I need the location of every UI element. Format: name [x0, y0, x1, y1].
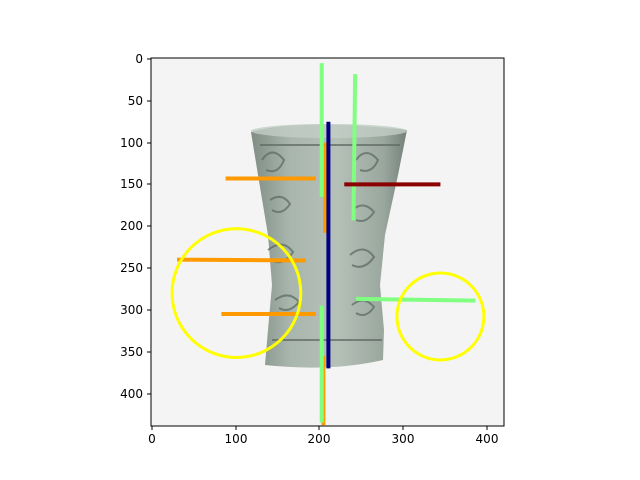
x-tick-label: 400 [476, 432, 499, 446]
y-axis: 0 50 100 150 200 250 300 350 [120, 52, 151, 401]
overlay-layer [170, 63, 486, 426]
overlay-line-orange [177, 257, 306, 263]
y-tick-label: 250 [120, 261, 143, 275]
y-tick-label: 200 [120, 219, 143, 233]
y-tick: 150 [120, 177, 151, 191]
x-tick: 200 [308, 426, 331, 446]
y-tick-label: 50 [128, 94, 143, 108]
x-tick: 100 [225, 426, 248, 446]
y-tick: 400 [120, 387, 151, 401]
overlay-line-light-green [351, 74, 358, 221]
y-tick: 50 [128, 94, 151, 108]
x-tick-label: 300 [392, 432, 415, 446]
overlay-line-light-green [355, 296, 476, 303]
y-tick-label: 150 [120, 177, 143, 191]
y-tick: 0 [135, 52, 151, 66]
y-tick: 350 [120, 345, 151, 359]
x-tick-label: 0 [148, 432, 156, 446]
x-tick-label: 200 [308, 432, 331, 446]
y-tick-label: 350 [120, 345, 143, 359]
axes-frame [150, 57, 505, 427]
overlay-circle-yellow [170, 227, 303, 359]
y-tick-label: 400 [120, 387, 143, 401]
x-tick: 300 [392, 426, 415, 446]
x-tick-label: 100 [225, 432, 248, 446]
y-tick-label: 100 [120, 136, 143, 150]
x-tick: 0 [148, 426, 156, 446]
x-axis: 0 100 200 300 400 [148, 426, 498, 446]
y-tick: 300 [120, 303, 151, 317]
y-tick: 200 [120, 219, 151, 233]
y-tick-label: 0 [135, 52, 143, 66]
overlay-circle-yellow [395, 271, 486, 362]
y-tick: 100 [120, 136, 151, 150]
y-tick-label: 300 [120, 303, 143, 317]
overlay-line-orange [323, 142, 328, 233]
y-tick: 250 [120, 261, 151, 275]
x-tick: 400 [476, 426, 499, 446]
